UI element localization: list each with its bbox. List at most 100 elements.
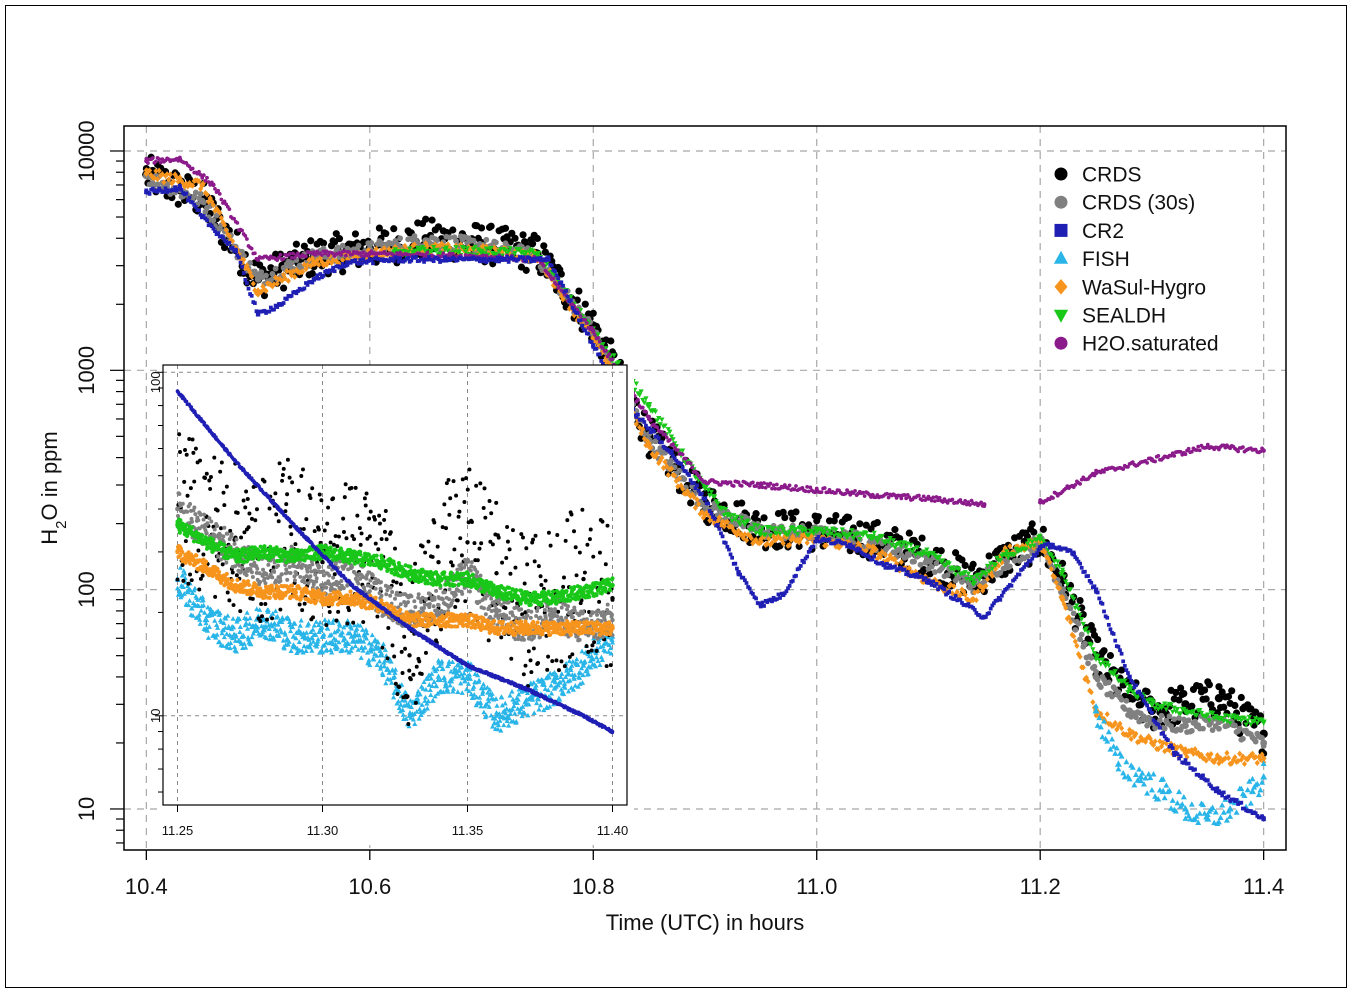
data-point — [1224, 719, 1230, 725]
data-point — [355, 242, 362, 249]
data-point — [963, 498, 968, 503]
data-point — [720, 518, 726, 525]
data-point — [1105, 679, 1112, 686]
data-point — [1163, 707, 1169, 713]
x-tick-label: 11.2 — [1020, 874, 1061, 899]
data-point — [780, 540, 786, 547]
data-point — [1121, 659, 1126, 664]
data-point — [561, 283, 565, 288]
data-point — [934, 582, 939, 586]
data-point — [1232, 754, 1238, 761]
data-point — [680, 448, 686, 454]
data-point — [411, 241, 418, 248]
data-point — [1052, 573, 1058, 581]
data-point — [242, 265, 248, 272]
data-point — [1178, 711, 1184, 717]
data-point — [575, 307, 580, 312]
data-point — [1206, 718, 1213, 724]
data-point — [1030, 528, 1038, 536]
y-tick-label: 100 — [74, 571, 99, 608]
data-point — [246, 286, 251, 291]
data-point — [414, 255, 418, 259]
data-point — [1172, 454, 1177, 458]
data-point — [289, 293, 294, 298]
data-point — [1112, 719, 1118, 726]
data-point — [739, 484, 744, 488]
data-point — [1079, 565, 1084, 570]
data-point — [424, 243, 430, 250]
data-point — [182, 183, 188, 190]
data-point — [763, 485, 768, 490]
data-point — [565, 294, 570, 299]
data-point — [1161, 794, 1168, 801]
data-point — [872, 554, 877, 559]
data-point — [241, 271, 246, 275]
data-point — [186, 179, 192, 187]
data-point — [1253, 754, 1259, 761]
data-point — [978, 573, 984, 579]
data-point — [968, 502, 972, 507]
data-point — [462, 249, 469, 255]
data-point — [1063, 604, 1069, 612]
data-point — [600, 346, 605, 351]
data-point — [1201, 773, 1205, 778]
data-point — [997, 558, 1003, 564]
data-point — [583, 318, 588, 322]
data-point — [240, 228, 244, 233]
data-point — [1093, 668, 1099, 675]
data-point — [422, 215, 430, 223]
data-point — [962, 591, 968, 598]
data-point — [447, 251, 452, 256]
data-point — [243, 277, 248, 282]
data-point — [909, 569, 916, 576]
data-point — [648, 418, 653, 423]
data-point — [992, 565, 999, 573]
data-point — [664, 435, 669, 440]
data-point — [708, 489, 715, 495]
data-point — [240, 252, 247, 259]
data-point — [306, 256, 312, 264]
data-point — [1027, 544, 1034, 549]
data-point — [989, 566, 995, 572]
data-point — [987, 611, 991, 615]
data-point — [696, 501, 702, 508]
legend-marker-h2o-saturated — [1054, 336, 1068, 350]
data-point — [1048, 565, 1054, 573]
data-point — [592, 333, 597, 337]
data-point — [373, 245, 379, 252]
data-point — [227, 207, 232, 211]
data-point — [805, 554, 810, 559]
data-point — [762, 604, 766, 608]
data-point — [830, 517, 838, 525]
data-point — [1170, 709, 1176, 715]
data-point — [153, 167, 159, 175]
data-point — [1042, 548, 1048, 556]
data-point — [280, 284, 288, 292]
data-point — [411, 233, 418, 239]
data-point — [667, 429, 673, 435]
data-point — [312, 260, 319, 267]
legend-label-crds: CRDS — [1082, 164, 1142, 187]
data-point — [742, 531, 748, 538]
data-point — [478, 244, 485, 251]
data-point — [946, 561, 952, 567]
data-point — [1134, 695, 1141, 701]
data-point — [1067, 619, 1074, 626]
data-point — [1119, 725, 1125, 732]
main-data — [142, 153, 1268, 826]
data-point — [240, 264, 244, 269]
data-point — [439, 240, 445, 247]
data-point — [1105, 728, 1112, 735]
data-point — [1153, 459, 1157, 464]
data-point — [762, 481, 766, 485]
data-point — [904, 496, 908, 501]
data-point — [326, 253, 331, 258]
data-point — [217, 209, 223, 216]
data-point — [445, 248, 451, 254]
data-point — [495, 255, 500, 260]
data-point — [1071, 550, 1076, 555]
data-point — [173, 185, 177, 190]
data-point — [1183, 452, 1188, 457]
data-point — [1009, 583, 1014, 588]
data-point — [1100, 601, 1105, 606]
